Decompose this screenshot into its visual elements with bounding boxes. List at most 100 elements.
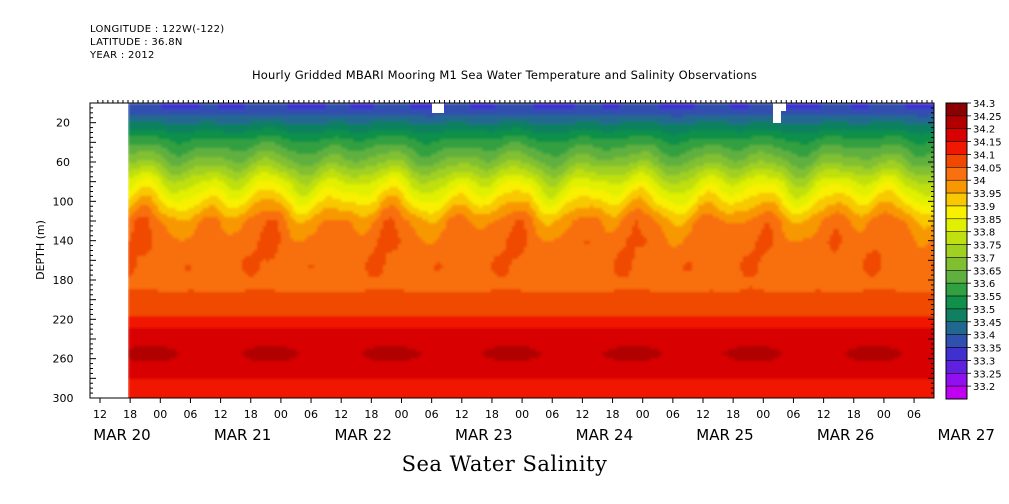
salinity-cell: [215, 154, 219, 158]
salinity-cell: [155, 229, 159, 233]
salinity-cell: [149, 388, 153, 392]
salinity-cell: [179, 139, 183, 143]
salinity-cell: [134, 223, 138, 227]
salinity-cell: [170, 148, 174, 152]
salinity-cell: [209, 361, 213, 365]
salinity-cell: [206, 307, 210, 311]
salinity-cell: [146, 145, 150, 149]
salinity-cell: [152, 211, 156, 215]
salinity-cell: [194, 103, 198, 107]
salinity-cell: [131, 340, 135, 344]
salinity-cell: [155, 193, 159, 197]
salinity-cell: [209, 220, 213, 224]
salinity-cell: [131, 289, 135, 293]
salinity-cell: [218, 289, 222, 293]
salinity-cell: [191, 154, 195, 158]
salinity-cell: [170, 178, 174, 182]
salinity-cell: [170, 205, 174, 209]
salinity-cell: [182, 262, 186, 266]
salinity-cell: [188, 274, 192, 278]
salinity-cell: [161, 367, 165, 371]
salinity-cell: [167, 304, 171, 308]
salinity-cell: [197, 175, 201, 179]
salinity-cell: [188, 163, 192, 167]
salinity-cell: [191, 280, 195, 284]
salinity-cell: [137, 190, 141, 194]
salinity-cell: [206, 271, 210, 275]
salinity-cell: [182, 283, 186, 287]
salinity-cell: [161, 106, 165, 110]
salinity-cell: [176, 229, 180, 233]
salinity-cell: [134, 127, 138, 131]
salinity-cell: [200, 148, 204, 152]
salinity-cell: [179, 208, 183, 212]
salinity-cell: [152, 199, 156, 203]
salinity-cell: [212, 274, 216, 278]
salinity-cell: [140, 292, 144, 296]
salinity-cell: [128, 247, 132, 251]
salinity-cell: [167, 223, 171, 227]
salinity-cell: [200, 316, 204, 320]
salinity-cell: [197, 307, 201, 311]
salinity-cell: [170, 244, 174, 248]
salinity-cell: [152, 349, 156, 353]
salinity-cell: [197, 286, 201, 290]
salinity-cell: [158, 277, 162, 281]
salinity-cell: [176, 211, 180, 215]
salinity-cell: [137, 151, 141, 155]
salinity-cell: [191, 187, 195, 191]
salinity-cell: [182, 244, 186, 248]
salinity-cell: [200, 184, 204, 188]
salinity-cell: [128, 205, 132, 209]
salinity-cell: [212, 223, 216, 227]
salinity-cell: [128, 376, 132, 380]
salinity-cell: [164, 304, 168, 308]
salinity-cell: [155, 313, 159, 317]
salinity-cell: [131, 184, 135, 188]
salinity-cell: [215, 136, 219, 140]
salinity-cell: [170, 103, 174, 107]
salinity-cell: [131, 109, 135, 113]
salinity-cell: [182, 115, 186, 119]
salinity-cell: [146, 328, 150, 332]
salinity-cell: [170, 175, 174, 179]
salinity-cell: [170, 277, 174, 281]
salinity-cell: [176, 214, 180, 218]
salinity-cell: [152, 358, 156, 362]
salinity-cell: [179, 112, 183, 116]
salinity-cell: [146, 202, 150, 206]
salinity-cell: [173, 394, 177, 398]
salinity-cell: [215, 319, 219, 323]
salinity-cell: [179, 253, 183, 257]
salinity-cell: [146, 379, 150, 383]
salinity-cell: [188, 169, 192, 173]
salinity-cell: [182, 142, 186, 146]
salinity-cell: [215, 118, 219, 122]
salinity-cell: [158, 238, 162, 242]
salinity-cell: [161, 232, 165, 236]
salinity-cell: [197, 178, 201, 182]
salinity-cell: [155, 115, 159, 119]
salinity-cell: [146, 316, 150, 320]
salinity-cell: [194, 364, 198, 368]
salinity-cell: [203, 166, 207, 170]
salinity-cell: [173, 253, 177, 257]
salinity-cell: [221, 166, 225, 170]
salinity-cell: [218, 103, 222, 107]
salinity-cell: [221, 106, 225, 110]
salinity-cell: [182, 298, 186, 302]
salinity-cell: [212, 394, 216, 398]
salinity-cell: [140, 319, 144, 323]
salinity-cell: [164, 349, 168, 353]
salinity-cell: [200, 280, 204, 284]
salinity-cell: [152, 262, 156, 266]
salinity-cell: [140, 283, 144, 287]
salinity-cell: [158, 190, 162, 194]
salinity-cell: [218, 151, 222, 155]
salinity-cell: [215, 292, 219, 296]
salinity-cell: [167, 169, 171, 173]
salinity-cell: [173, 178, 177, 182]
salinity-cell: [206, 214, 210, 218]
salinity-cell: [191, 199, 195, 203]
salinity-cell: [140, 169, 144, 173]
